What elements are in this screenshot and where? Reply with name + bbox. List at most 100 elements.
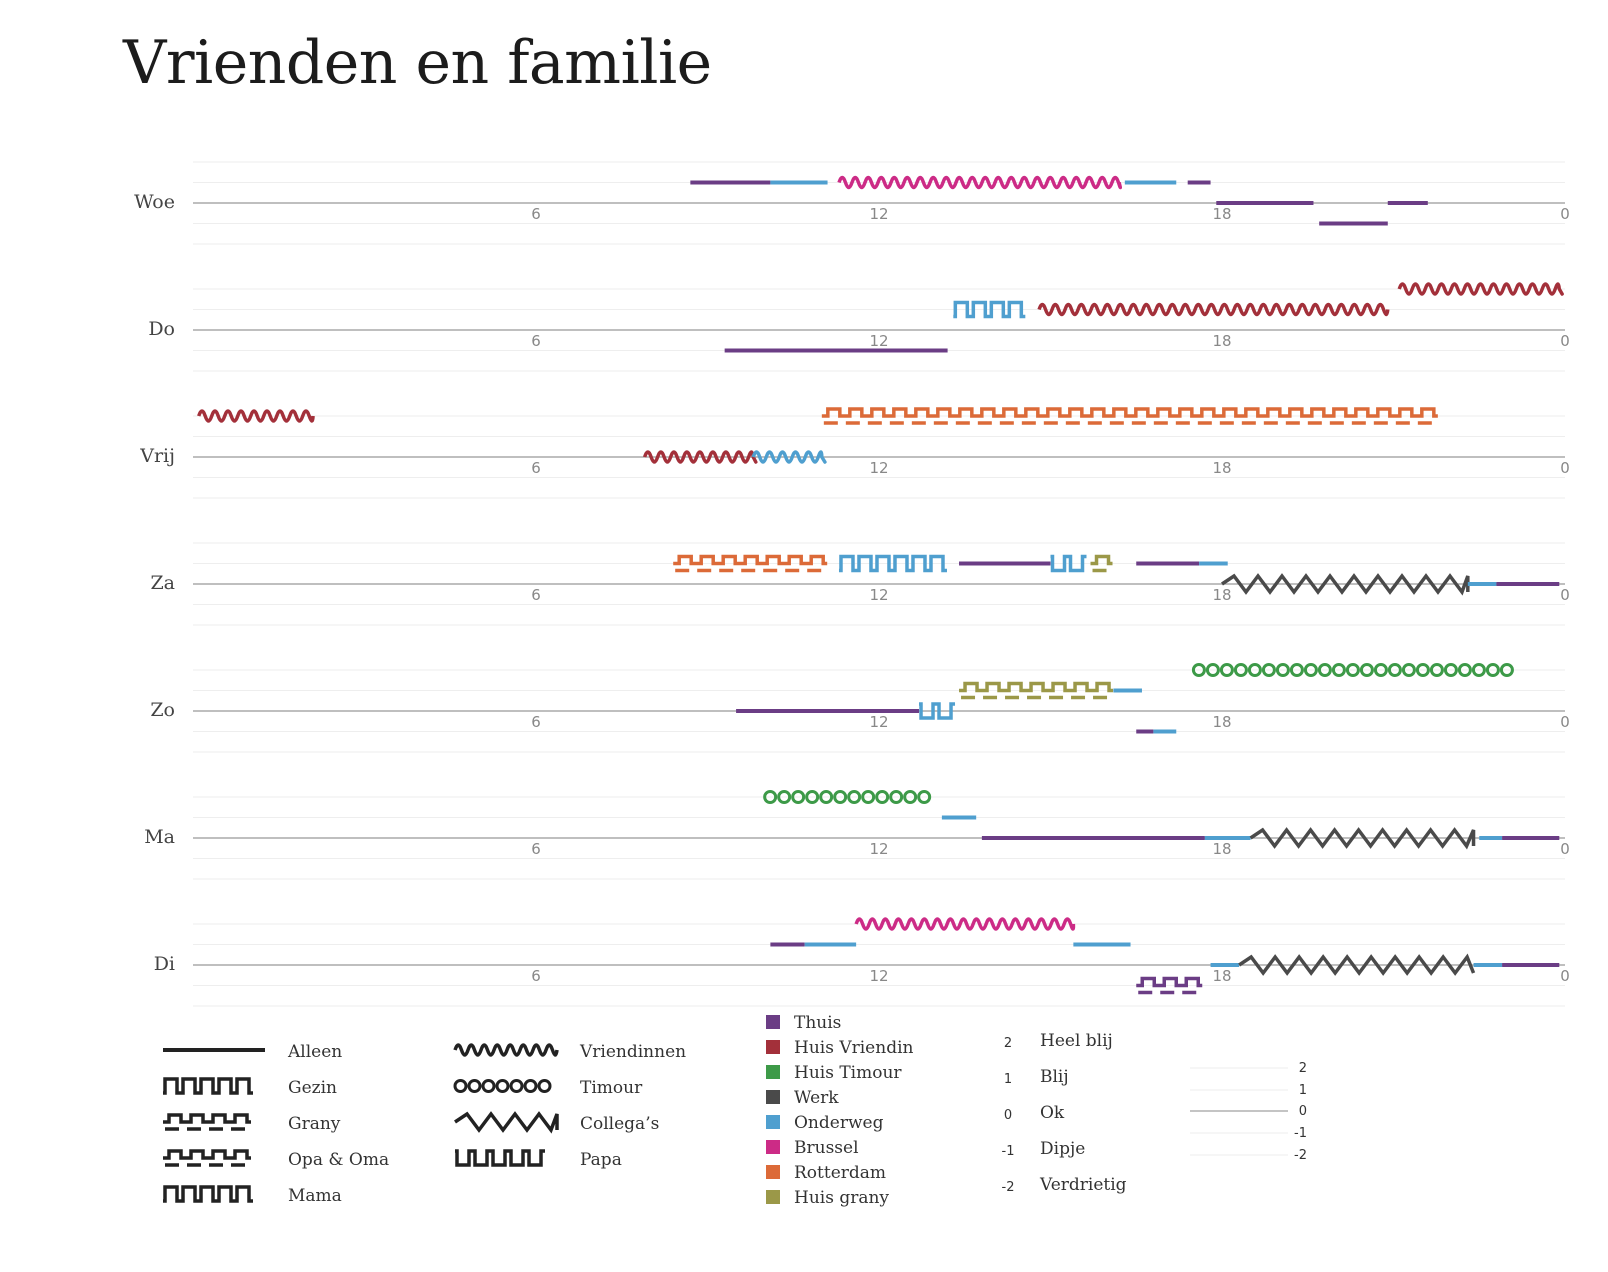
day-label: Za xyxy=(150,572,175,594)
day-row-ma: Ma 6 12 18 0 xyxy=(144,790,1570,880)
legend-place-label: Huis Timour xyxy=(794,1063,902,1083)
legend-place-swatch xyxy=(766,1090,780,1104)
tick-label: 18 xyxy=(1212,332,1231,350)
legend-place-label: Huis Vriendin xyxy=(794,1038,914,1058)
segment xyxy=(197,409,315,423)
tick-label: 12 xyxy=(869,332,888,350)
legend-place-label: Werk xyxy=(794,1088,839,1108)
tick-label: 18 xyxy=(1212,840,1231,858)
segment xyxy=(1090,554,1113,573)
segment xyxy=(673,554,828,573)
legend-place-swatch xyxy=(766,1165,780,1179)
tick-label: 0 xyxy=(1560,332,1570,350)
tick-label: 0 xyxy=(1560,713,1570,731)
tick-label: 0 xyxy=(1560,840,1570,858)
legend-company-symbol xyxy=(455,1149,545,1167)
mood-scale-label: 1 xyxy=(1299,1083,1307,1098)
segment xyxy=(1191,663,1514,677)
tick-label: 6 xyxy=(531,586,541,604)
day-row-za: Za 6 12 18 0 xyxy=(150,542,1570,626)
segment xyxy=(763,790,932,804)
tick-label: 0 xyxy=(1560,967,1570,985)
day-label: Woe xyxy=(134,191,175,213)
legend-company-symbol xyxy=(163,1185,253,1203)
day-label: Zo xyxy=(150,699,175,721)
tick-label: 6 xyxy=(531,967,541,985)
tick-label: 18 xyxy=(1212,586,1231,604)
day-row-woe: Woe 6 12 18 0 xyxy=(134,161,1570,245)
legend-place-label: Huis grany xyxy=(794,1188,889,1208)
legend-company-label: Papa xyxy=(580,1150,622,1170)
legend-place-swatch xyxy=(766,1140,780,1154)
legend-mood-label: Heel blij xyxy=(1040,1031,1113,1051)
segment xyxy=(1050,554,1087,573)
segment xyxy=(821,407,1438,425)
segment xyxy=(642,450,758,464)
legend-place-swatch xyxy=(766,1190,780,1204)
legend-company-symbol xyxy=(453,1079,552,1093)
legend-place-label: Onderweg xyxy=(794,1113,884,1133)
legend-company-label: Collega’s xyxy=(580,1114,659,1134)
legend-mood-value: 0 xyxy=(1004,1108,1012,1123)
legend-mood-value: -2 xyxy=(1002,1180,1015,1195)
legend-mood-value: 1 xyxy=(1004,1072,1012,1087)
segment xyxy=(854,917,1076,931)
legend-company-symbol xyxy=(163,1113,251,1131)
legend-company-symbol xyxy=(454,1111,559,1134)
tick-label: 12 xyxy=(869,459,888,477)
tick-label: 6 xyxy=(531,205,541,223)
tick-label: 12 xyxy=(869,967,888,985)
day-label: Do xyxy=(148,318,175,340)
legend-place-label: Thuis xyxy=(794,1013,841,1033)
segment xyxy=(1037,302,1390,317)
legend-mood-value: -1 xyxy=(1002,1144,1015,1159)
legend-mood-label: Blij xyxy=(1040,1067,1069,1087)
legend-company-label: Gezin xyxy=(288,1078,337,1098)
segment xyxy=(919,702,956,720)
segment xyxy=(838,554,947,573)
legend-company-label: Grany xyxy=(288,1114,341,1134)
legend: Alleen Gezin Grany Opa & Oma Mama Vriendinnen… xyxy=(163,1013,1307,1208)
legend-company-symbol xyxy=(163,1077,253,1095)
legend-company-label: Opa & Oma xyxy=(288,1150,389,1170)
segment xyxy=(1397,282,1564,296)
tick-label: 12 xyxy=(869,840,888,858)
page-title: Vrienden en familie xyxy=(123,28,712,98)
tick-label: 12 xyxy=(869,205,888,223)
tick-label: 18 xyxy=(1212,967,1231,985)
day-row-do: Do 6 12 18 0 xyxy=(148,282,1570,372)
segment xyxy=(1238,953,1476,976)
mood-scale-label: 0 xyxy=(1299,1104,1307,1119)
tick-label: 12 xyxy=(869,713,888,731)
legend-company-symbol xyxy=(453,1043,559,1057)
day-label: Di xyxy=(154,953,175,975)
tick-label: 18 xyxy=(1212,713,1231,731)
day-row-zo: Zo 6 12 18 0 xyxy=(150,663,1570,753)
legend-place-swatch xyxy=(766,1065,780,1079)
segment xyxy=(751,450,827,464)
day-label: Ma xyxy=(144,826,175,848)
legend-place-swatch xyxy=(766,1115,780,1129)
legend-company-label: Timour xyxy=(580,1078,643,1098)
legend-company-label: Vriendinnen xyxy=(579,1042,686,1062)
tick-label: 6 xyxy=(531,332,541,350)
tick-label: 18 xyxy=(1212,459,1231,477)
segment xyxy=(1221,573,1470,596)
legend-mood-value: 2 xyxy=(1004,1036,1012,1051)
day-label: Vrij xyxy=(139,445,175,467)
segment xyxy=(1249,827,1476,850)
legend-place-label: Brussel xyxy=(794,1138,859,1158)
tick-label: 0 xyxy=(1560,586,1570,604)
tick-label: 6 xyxy=(531,713,541,731)
segment xyxy=(1136,976,1203,995)
tick-label: 12 xyxy=(869,586,888,604)
mood-scale-label: -2 xyxy=(1294,1148,1307,1163)
legend-mood-label: Verdrietig xyxy=(1039,1175,1127,1195)
legend-company-label: Mama xyxy=(288,1186,342,1206)
day-row-vrij: Vrij 6 12 18 0 xyxy=(139,407,1570,499)
legend-mood-label: Dipje xyxy=(1040,1139,1085,1159)
tick-label: 0 xyxy=(1560,205,1570,223)
segment xyxy=(837,175,1123,190)
legend-place-swatch xyxy=(766,1015,780,1029)
